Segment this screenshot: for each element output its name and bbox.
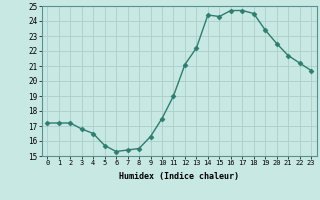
X-axis label: Humidex (Indice chaleur): Humidex (Indice chaleur) (119, 172, 239, 181)
